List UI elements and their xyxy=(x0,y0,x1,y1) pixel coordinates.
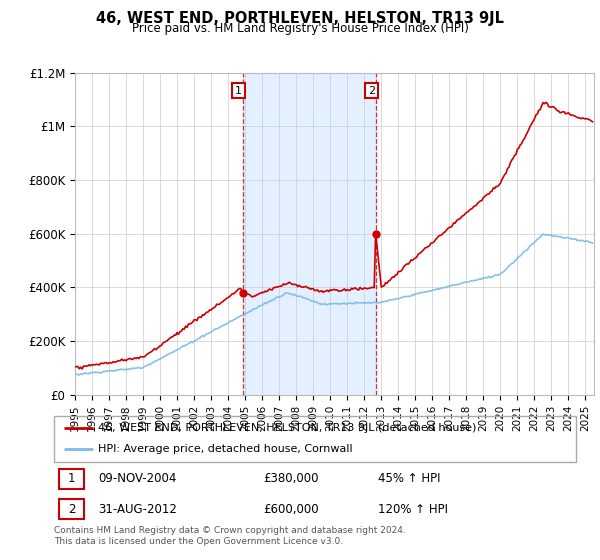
Text: 09-NOV-2004: 09-NOV-2004 xyxy=(98,473,177,486)
Text: 1: 1 xyxy=(68,473,76,486)
FancyBboxPatch shape xyxy=(59,500,84,520)
Text: 1: 1 xyxy=(235,86,242,96)
Text: £380,000: £380,000 xyxy=(263,473,319,486)
Text: 31-AUG-2012: 31-AUG-2012 xyxy=(98,503,177,516)
Text: 46, WEST END, PORTHLEVEN, HELSTON, TR13 9JL (detached house): 46, WEST END, PORTHLEVEN, HELSTON, TR13 … xyxy=(98,423,477,433)
Text: HPI: Average price, detached house, Cornwall: HPI: Average price, detached house, Corn… xyxy=(98,445,353,455)
Text: Contains HM Land Registry data © Crown copyright and database right 2024.
This d: Contains HM Land Registry data © Crown c… xyxy=(54,526,406,546)
Text: 120% ↑ HPI: 120% ↑ HPI xyxy=(377,503,448,516)
Text: Price paid vs. HM Land Registry's House Price Index (HPI): Price paid vs. HM Land Registry's House … xyxy=(131,22,469,35)
FancyBboxPatch shape xyxy=(59,469,84,489)
Text: 46, WEST END, PORTHLEVEN, HELSTON, TR13 9JL: 46, WEST END, PORTHLEVEN, HELSTON, TR13 … xyxy=(96,11,504,26)
Text: 45% ↑ HPI: 45% ↑ HPI xyxy=(377,473,440,486)
Bar xyxy=(243,73,376,395)
Text: 2: 2 xyxy=(368,86,375,96)
Text: 2: 2 xyxy=(68,503,76,516)
Text: £600,000: £600,000 xyxy=(263,503,319,516)
